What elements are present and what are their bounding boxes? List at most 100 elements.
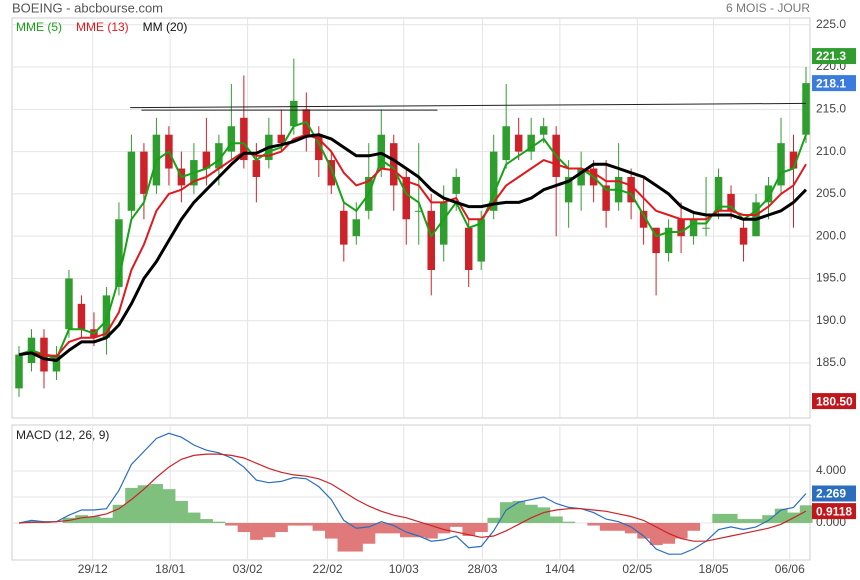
ma-line — [18, 133, 807, 358]
candle-body — [439, 202, 448, 245]
candle-body — [202, 151, 211, 169]
candle-body — [127, 151, 136, 211]
value-badge — [812, 503, 856, 520]
histogram-bar — [275, 522, 288, 533]
histogram-bar — [175, 500, 188, 523]
histogram-bar — [762, 515, 776, 523]
legend-entry: MME (5) — [16, 20, 62, 34]
candle-body — [377, 134, 386, 169]
histogram-bar — [474, 522, 488, 533]
value-badge-label: 0.9118 — [816, 504, 852, 518]
y-tick-label: 215.0 — [816, 102, 846, 116]
candle-body — [564, 176, 573, 203]
candle-body — [315, 134, 323, 161]
macd-frame — [11, 424, 811, 561]
candle-body — [452, 176, 460, 194]
candle-body — [340, 210, 348, 245]
macd-line — [18, 453, 807, 542]
histogram-bar — [724, 513, 738, 523]
candle-body — [664, 227, 673, 254]
x-tick-label: 03/02 — [233, 562, 263, 576]
histogram-bar — [412, 522, 426, 538]
macd-line — [18, 432, 807, 555]
candle-body — [789, 151, 798, 169]
y-tick-label: 205.0 — [816, 186, 846, 200]
y-tick-label: 225.0 — [816, 17, 846, 31]
histogram-bar — [712, 513, 726, 523]
histogram-bar — [350, 522, 363, 552]
histogram-bar — [100, 517, 113, 523]
y-tick-label: 200.0 — [816, 228, 846, 242]
candle-body — [414, 210, 423, 212]
candle-body — [639, 210, 648, 228]
histogram-bar — [125, 487, 138, 523]
histogram-bar — [737, 519, 751, 523]
value-badge — [812, 393, 856, 410]
legend-entry: MM (20) — [143, 20, 188, 34]
candle-body — [689, 219, 698, 237]
candle-body — [227, 126, 236, 152]
histogram-bar — [375, 522, 388, 534]
value-badge — [812, 485, 856, 502]
value-badge-label: 221.3 — [816, 49, 846, 63]
x-tick-label: 06/06 — [775, 562, 805, 576]
x-tick-label: 14/04 — [545, 562, 575, 576]
ma-line — [18, 133, 808, 362]
value-badge-label: 2.269 — [816, 487, 846, 501]
price-frame — [11, 17, 811, 419]
candle-body — [277, 134, 286, 144]
candle-body — [652, 227, 660, 254]
histogram-bar — [524, 504, 538, 523]
value-badge-label: 218.1 — [816, 76, 846, 90]
histogram-bar — [462, 522, 476, 536]
candle-body — [102, 295, 111, 338]
candle-body — [290, 100, 298, 127]
candle-body — [215, 143, 223, 169]
histogram-bar — [774, 508, 788, 523]
x-tick-label: 18/05 — [699, 562, 729, 576]
value-badge — [812, 48, 856, 65]
candle-body — [427, 210, 435, 271]
x-tick-label: 02/05 — [622, 562, 652, 576]
x-tick-label: 18/01 — [155, 562, 185, 576]
candle-body — [802, 83, 810, 135]
y-tick-label: 210.0 — [816, 144, 846, 158]
candle-body — [402, 176, 411, 220]
histogram-bar — [137, 485, 151, 523]
candle-body — [739, 227, 748, 245]
y-tick-label: 195.0 — [816, 271, 846, 285]
histogram-bar — [637, 522, 651, 539]
histogram-bar — [187, 512, 201, 523]
candle-body — [115, 219, 123, 287]
candle-body — [514, 134, 523, 152]
histogram-bar — [599, 522, 613, 531]
histogram-bar — [624, 522, 638, 534]
candle-body — [390, 143, 398, 186]
histogram-bar — [212, 521, 226, 523]
histogram-bar — [150, 483, 163, 523]
histogram-bar — [674, 522, 688, 539]
candle-body — [764, 185, 773, 203]
histogram-bar — [362, 522, 376, 544]
trendline — [130, 102, 807, 109]
histogram-bar — [537, 507, 551, 523]
candle-body — [539, 126, 548, 135]
histogram-bar — [649, 522, 663, 546]
histogram-bar — [612, 522, 626, 531]
x-tick-label: 28/03 — [467, 562, 497, 576]
histogram-bar — [250, 522, 263, 540]
macd-title: MACD (12, 26, 9) — [16, 428, 109, 442]
candle-body — [464, 227, 473, 271]
histogram-bar — [312, 522, 326, 531]
histogram-bar — [75, 515, 89, 523]
candle-body — [502, 126, 510, 161]
histogram-bar — [200, 519, 213, 523]
candle-body — [477, 219, 485, 262]
marks — [15, 58, 813, 555]
candle-body — [327, 160, 336, 186]
histogram-bar — [487, 517, 501, 523]
value-badge — [812, 75, 856, 92]
histogram-bar — [162, 489, 176, 523]
candle-body — [577, 168, 585, 186]
